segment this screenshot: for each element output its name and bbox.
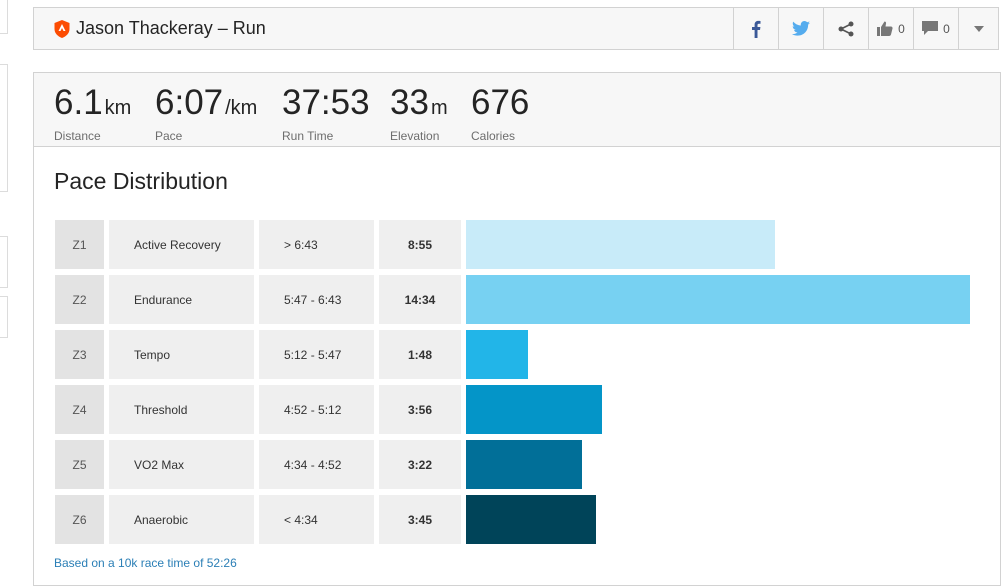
zone-bar (466, 330, 528, 379)
zone-label: Z1 (55, 220, 104, 269)
sidebar-stub (0, 236, 8, 288)
stat-value: 676 (471, 85, 531, 126)
stat-unit: km (104, 97, 132, 119)
zone-name: Endurance (109, 275, 254, 324)
kudos-button[interactable]: 0 (868, 8, 913, 49)
stat-elevation: 33 m Elevation (390, 85, 448, 144)
zone-label: Z4 (55, 385, 104, 434)
facebook-icon (752, 20, 761, 38)
zone-pace-range: < 4:34 (259, 495, 374, 544)
comment-button[interactable]: 0 (913, 8, 958, 49)
sidebar-stub (0, 64, 8, 192)
race-time-link[interactable]: Based on a 10k race time of 52:26 (54, 556, 237, 570)
zone-label: Z2 (55, 275, 104, 324)
zone-bar (466, 275, 970, 324)
more-actions-dropdown[interactable] (958, 8, 998, 49)
activity-title-group: Jason Thackeray – Run (54, 8, 266, 49)
zone-row: Z4 Threshold 4:52 - 5:12 3:56 (55, 385, 970, 434)
zone-time: 3:45 (379, 495, 461, 544)
zone-time: 3:56 (379, 385, 461, 434)
zone-pace-range: 5:12 - 5:47 (259, 330, 374, 379)
stat-number: 37:53 (282, 83, 370, 122)
zone-row: Z1 Active Recovery > 6:43 8:55 (55, 220, 970, 269)
zone-label: Z6 (55, 495, 104, 544)
zone-bar (466, 220, 775, 269)
zone-name: Anaerobic (109, 495, 254, 544)
zone-label: Z5 (55, 440, 104, 489)
thumbs-up-icon (877, 21, 893, 36)
zone-pace-range: 4:34 - 4:52 (259, 440, 374, 489)
activity-title: Jason Thackeray – Run (76, 18, 266, 38)
stat-unit: m (430, 97, 448, 119)
zone-name: VO2 Max (109, 440, 254, 489)
share-button[interactable] (823, 8, 868, 49)
facebook-share-button[interactable] (733, 8, 778, 49)
stat-run-time: 37:53 Run Time (282, 85, 372, 144)
zone-pace-range: > 6:43 (259, 220, 374, 269)
left-sidebar-edge (0, 0, 8, 579)
stat-value: 6:07/km (155, 85, 257, 126)
kudos-count: 0 (898, 21, 905, 36)
comment-count: 0 (943, 21, 950, 36)
zone-time: 8:55 (379, 220, 461, 269)
pace-distribution-panel: Pace Distribution Z1 Active Recovery > 6:4… (33, 146, 1001, 586)
sidebar-stub (0, 296, 8, 338)
stat-label: Elevation (390, 129, 440, 143)
stat-unit: /km (225, 97, 258, 119)
stat-number: 33 (390, 83, 429, 122)
stat-value: 6.1 km (54, 85, 131, 126)
chevron-down-icon (973, 25, 984, 32)
section-title: Pace Distribution (54, 168, 228, 194)
stat-calories: 676 Calories (471, 85, 531, 144)
activity-header: Jason Thackeray – Run 0 (33, 7, 999, 50)
activity-stats: 6.1 km Distance 6:07/km Pace 37:53 Run Ti… (33, 72, 1001, 147)
share-icon (838, 21, 854, 36)
comment-icon (922, 21, 939, 35)
zone-row: Z3 Tempo 5:12 - 5:47 1:48 (55, 330, 970, 379)
zone-pace-range: 5:47 - 6:43 (259, 275, 374, 324)
stat-label: Pace (155, 129, 183, 143)
zone-bar (466, 495, 596, 544)
zone-time: 14:34 (379, 275, 461, 324)
run-shield-icon (54, 19, 70, 38)
stat-number: 676 (471, 83, 530, 122)
zone-name: Threshold (109, 385, 254, 434)
zone-bar (466, 440, 582, 489)
zone-time: 1:48 (379, 330, 461, 379)
stat-value: 37:53 (282, 85, 372, 126)
stat-pace: 6:07/km Pace (155, 85, 257, 144)
stat-number: 6.1 (54, 83, 103, 122)
sidebar-stub (0, 0, 8, 34)
stat-value: 33 m (390, 85, 448, 126)
zone-row: Z5 VO2 Max 4:34 - 4:52 3:22 (55, 440, 970, 489)
zone-row: Z2 Endurance 5:47 - 6:43 14:34 (55, 275, 970, 324)
zone-row: Z6 Anaerobic < 4:34 3:45 (55, 495, 970, 544)
stat-label: Calories (471, 129, 516, 143)
zone-label: Z3 (55, 330, 104, 379)
zone-bar (466, 385, 602, 434)
stat-number: 6:07 (155, 83, 224, 122)
stat-distance: 6.1 km Distance (54, 85, 131, 144)
zone-name: Tempo (109, 330, 254, 379)
header-actions: 0 0 (733, 8, 998, 49)
twitter-share-button[interactable] (778, 8, 823, 49)
zone-time: 3:22 (379, 440, 461, 489)
stat-label: Run Time (282, 129, 334, 143)
zone-name: Active Recovery (109, 220, 254, 269)
stat-label: Distance (54, 129, 101, 143)
zone-pace-range: 4:52 - 5:12 (259, 385, 374, 434)
twitter-icon (792, 21, 810, 36)
